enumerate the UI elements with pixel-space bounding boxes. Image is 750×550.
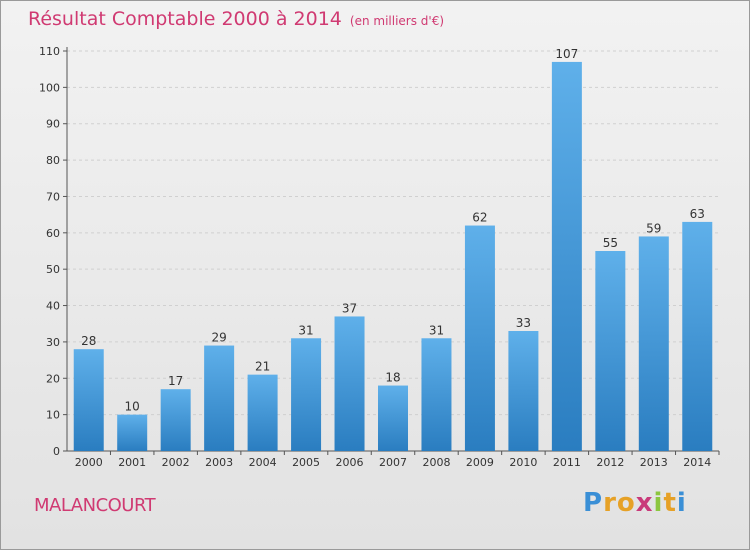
bars — [73, 61, 713, 452]
data-label-2001: 10 — [125, 400, 140, 414]
data-label-2007: 18 — [385, 371, 400, 385]
data-label-2003: 29 — [211, 331, 226, 345]
y-tick-label: 110 — [39, 45, 60, 58]
data-label-2004: 21 — [255, 360, 270, 374]
data-label-2012: 55 — [603, 236, 618, 250]
grid-lines — [67, 50, 719, 416]
x-tick-label-2012: 2012 — [596, 456, 624, 469]
data-label-2002: 17 — [168, 374, 183, 388]
x-tick-label-2011: 2011 — [553, 456, 581, 469]
bar-2010 — [508, 331, 539, 451]
bar-2012 — [595, 251, 626, 451]
x-tick-label-2013: 2013 — [640, 456, 668, 469]
labels: 0 10 20 30 40 50 60 70 80 90 100 110 28 2000 10 2001 17 2… — [39, 45, 711, 469]
bar-2007 — [378, 385, 408, 451]
chart-title-text: Résultat Comptable 2000 à 2014 — [28, 8, 342, 30]
x-tick-label-2004: 2004 — [249, 456, 277, 469]
bar-2009 — [464, 225, 495, 451]
brand-letter: o — [616, 488, 636, 518]
bar-2004 — [247, 374, 278, 451]
x-tick-label-2002: 2002 — [162, 456, 190, 469]
bar-2000 — [73, 349, 104, 451]
brand-letter: t — [663, 488, 677, 518]
brand-letter: x — [635, 488, 654, 518]
y-tick-label: 40 — [46, 300, 60, 313]
x-tick-label-2003: 2003 — [205, 456, 233, 469]
x-tick-label-2009: 2009 — [466, 456, 494, 469]
brand-letter: i — [676, 488, 687, 518]
y-tick-label: 80 — [46, 154, 60, 167]
data-label-2000: 28 — [81, 334, 96, 348]
x-tick-label-2006: 2006 — [336, 456, 364, 469]
bar-2011 — [551, 61, 582, 452]
y-tick-label: 70 — [46, 190, 60, 203]
x-tick-label-2000: 2000 — [75, 456, 103, 469]
data-label-2010: 33 — [516, 316, 531, 330]
bar-2005 — [291, 338, 322, 451]
bar-2013 — [638, 236, 669, 451]
data-label-2005: 31 — [298, 323, 313, 337]
commune-name: MALANCOURT — [34, 495, 156, 516]
data-label-2011: 107 — [555, 47, 578, 61]
bar-2008 — [421, 338, 452, 451]
bar-2003 — [204, 345, 235, 451]
bar-2006 — [334, 316, 365, 451]
brand-letter: r — [603, 488, 617, 518]
brand-letter: P — [583, 488, 604, 518]
y-tick-label: 10 — [46, 409, 60, 422]
y-tick-label: 0 — [53, 445, 60, 458]
data-label-2008: 31 — [429, 323, 444, 337]
bar-2002 — [160, 389, 191, 451]
x-tick-label-2007: 2007 — [379, 456, 407, 469]
chart-title: Résultat Comptable 2000 à 2014 (en millie… — [28, 8, 444, 30]
x-tick-label-2008: 2008 — [422, 456, 450, 469]
y-tick-label: 30 — [46, 336, 60, 349]
y-tick-label: 20 — [46, 372, 60, 385]
x-tick-label-2010: 2010 — [509, 456, 537, 469]
y-tick-label: 50 — [46, 263, 60, 276]
data-label-2014: 63 — [690, 207, 705, 221]
y-tick-label: 90 — [46, 118, 60, 131]
chart-subtitle: (en milliers d'€) — [349, 14, 445, 28]
data-label-2006: 37 — [342, 301, 357, 315]
x-tick-label-2001: 2001 — [118, 456, 146, 469]
data-label-2013: 59 — [646, 221, 661, 235]
y-tick-label: 100 — [39, 81, 60, 94]
brand-letter: i — [653, 488, 664, 518]
y-tick-label: 60 — [46, 227, 60, 240]
x-tick-label-2005: 2005 — [292, 456, 320, 469]
brand-logo: Proxiti — [583, 488, 687, 518]
data-label-2009: 62 — [472, 211, 487, 225]
x-tick-label-2014: 2014 — [683, 456, 711, 469]
bar-2014 — [682, 221, 713, 451]
bar-2001 — [117, 414, 148, 451]
